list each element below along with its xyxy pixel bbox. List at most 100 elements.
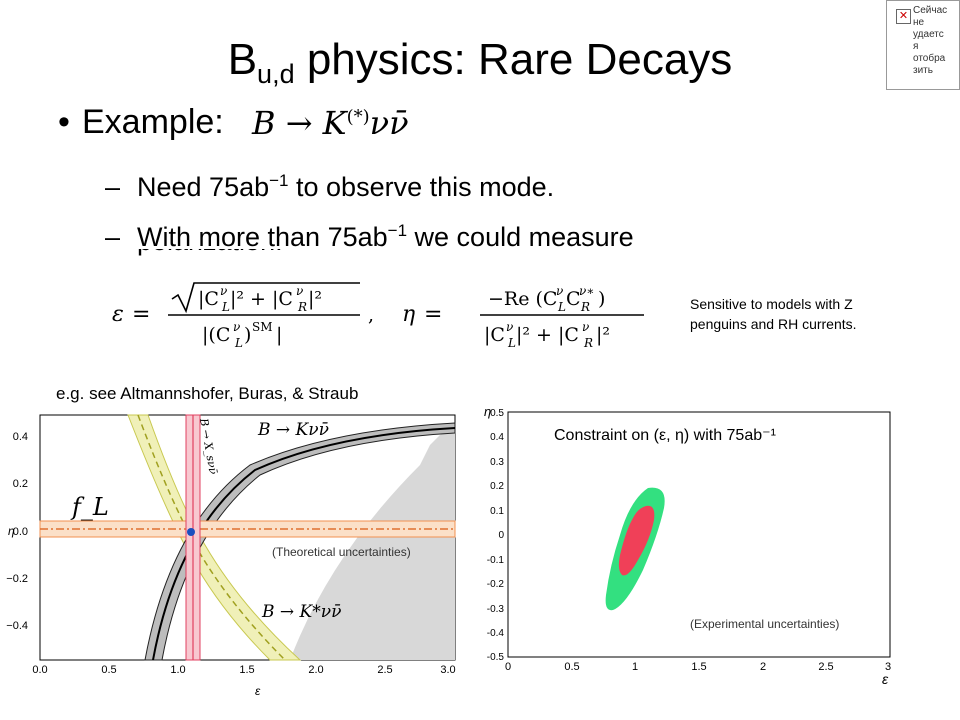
broken-image-icon: ✕ xyxy=(896,9,911,24)
broken-image-placeholder: ✕ Сейчас не удаетс я отобра зить xyxy=(886,0,960,90)
svg-text:): ) xyxy=(598,288,605,310)
left-plot-sm-point xyxy=(187,528,195,536)
right-plot: 0.5 0.4 0.3 0.2 0.1 0 -0.1 -0.2 -0.3 -0.… xyxy=(484,404,891,687)
title-subscript: u,d xyxy=(257,59,295,89)
right-plot-xtick: 1.5 xyxy=(691,661,706,673)
left-plot-label-kstar: B → K*νν̄ xyxy=(261,602,341,622)
right-plot-ytick: -0.3 xyxy=(487,604,505,615)
svg-text:|²: |² xyxy=(308,288,322,310)
left-plot-ytick: 0.0 xyxy=(13,526,28,538)
left-plot-xlabel: ε xyxy=(255,684,261,698)
title-main: B xyxy=(227,35,258,84)
left-plot-ytick: 0.4 xyxy=(13,431,28,443)
left-plot-xtick: 3.0 xyxy=(440,664,455,676)
sub-bullet-measure: – With more than 75ab−1 we could measure xyxy=(105,213,634,255)
svg-text:ν: ν xyxy=(506,320,513,334)
svg-text:R: R xyxy=(583,336,593,350)
decay-formula-prefix: B → K xyxy=(252,104,347,142)
left-plot-xtick: 2.0 xyxy=(308,664,323,676)
svg-text:ν∗: ν∗ xyxy=(579,284,594,298)
bullet-example: • Example: xyxy=(58,100,224,144)
svg-text:|² + |C: |² + |C xyxy=(516,324,579,346)
right-plot-ytick: -0.1 xyxy=(487,555,505,566)
sub-bullet-observe: – Need 75ab−1 to observe this mode. xyxy=(105,163,554,205)
left-plot-ytick: 0.2 xyxy=(13,478,28,490)
right-plot-ytick: 0 xyxy=(498,530,504,541)
svg-text:R: R xyxy=(580,300,590,314)
svg-text:−Re (C: −Re (C xyxy=(488,288,557,310)
right-plot-ytick: 0.1 xyxy=(490,506,504,517)
left-plot-label-knn: B → Kνν̄ xyxy=(257,420,329,440)
left-plot-ylabel: η xyxy=(8,524,15,538)
left-plot-xtick: 0.5 xyxy=(101,664,116,676)
left-plot: 0.4 0.2 0.0 −0.2 −0.4 η 0.0 0.5 1.0 1.5 … xyxy=(6,414,456,698)
left-plot-ytick: −0.2 xyxy=(6,573,28,585)
epsilon-formula: ε = |C L ν |² + |C R ν |² |(C L ν ) SM |… xyxy=(112,282,374,350)
sub-bullet-sup: −1 xyxy=(387,221,408,240)
left-plot-ytick: −0.4 xyxy=(6,620,28,632)
title-rest: physics: Rare Decays xyxy=(294,35,733,84)
sub-bullet-cutoff: polarization: xyxy=(137,249,297,263)
left-plot-xtick: 1.0 xyxy=(170,664,185,676)
slide-title: Bu,d physics: Rare Decays xyxy=(0,30,960,104)
svg-text:,: , xyxy=(368,304,374,326)
svg-text:|(C: |(C xyxy=(202,324,230,346)
reference-caption: e.g. see Altmannshofer, Buras, & Straub xyxy=(56,384,359,403)
svg-text:ν: ν xyxy=(233,320,240,334)
right-plot-ytick: -0.2 xyxy=(487,579,505,590)
svg-text:=: = xyxy=(132,302,150,327)
left-plot-note: (Theoretical uncertainties) xyxy=(272,545,411,559)
right-plot-xtick: 3 xyxy=(885,661,891,673)
svg-text:η: η xyxy=(402,302,415,327)
right-plot-ytick: 0.5 xyxy=(490,408,504,419)
svg-text:|: | xyxy=(276,324,282,346)
bullet-marker: • xyxy=(58,103,70,141)
svg-text:C: C xyxy=(566,288,581,310)
sub-bullet-marker: – xyxy=(105,222,121,252)
svg-text:|C: |C xyxy=(198,288,219,310)
right-plot-ytick: -0.4 xyxy=(487,628,505,639)
right-plot-ytick: 0.4 xyxy=(490,432,504,443)
right-plot-note: (Experimental uncertainties) xyxy=(690,617,840,631)
svg-text:ν: ν xyxy=(556,284,563,298)
eta-formula: η = −Re (C L ν C R ν∗ ) |C L ν |² + |C R… xyxy=(402,284,644,350)
svg-text:L: L xyxy=(557,300,566,314)
svg-text:R: R xyxy=(297,300,307,314)
right-plot-xlabel: ε xyxy=(882,671,889,687)
svg-text:): ) xyxy=(244,324,251,346)
svg-text:ε: ε xyxy=(112,302,124,327)
right-plot-frame xyxy=(507,411,891,658)
sub-bullet-sup: −1 xyxy=(269,171,289,190)
svg-text:=: = xyxy=(424,302,442,327)
sub-bullet-text: Need 75ab xyxy=(137,172,270,202)
sub-bullet-text: we could measure xyxy=(407,222,634,252)
left-plot-xtick: 1.5 xyxy=(239,664,254,676)
svg-text:L: L xyxy=(507,336,516,350)
right-plot-xtick: 2.5 xyxy=(818,661,833,673)
left-plot-xtick: 2.5 xyxy=(377,664,392,676)
cutoff-text: polarization: xyxy=(137,249,297,259)
right-plot-xtick: 1 xyxy=(632,661,638,673)
left-plot-black-center xyxy=(152,427,456,661)
left-plot-xtick: 0.0 xyxy=(32,664,47,676)
left-plot-gray-region xyxy=(290,430,455,660)
svg-text:|² + |C: |² + |C xyxy=(230,288,293,310)
sensitivity-note: Sensitive to models with Z penguins and … xyxy=(690,296,857,332)
svg-text:ν: ν xyxy=(220,284,227,298)
right-plot-xtick: 2 xyxy=(760,661,766,673)
svg-text:L: L xyxy=(234,336,243,350)
svg-text:|C: |C xyxy=(484,324,505,346)
decay-formula-sup: (*) xyxy=(346,106,370,128)
left-plot-yellow-center xyxy=(137,414,286,661)
right-plot-ytick: -0.5 xyxy=(487,652,505,663)
svg-text:ν: ν xyxy=(582,320,589,334)
right-plot-ylabel: η xyxy=(484,404,491,419)
right-plot-ytick: 0.2 xyxy=(490,481,504,492)
sub-bullet-marker: – xyxy=(105,172,121,202)
svg-text:SM: SM xyxy=(252,320,273,334)
broken-image-text: Сейчас не удаетс я отобра зить xyxy=(913,5,948,76)
right-plot-ytick: 0.3 xyxy=(490,457,504,468)
right-plot-xtick: 0 xyxy=(505,661,511,673)
sub-bullet-text: to observe this mode. xyxy=(288,172,555,202)
right-plot-red-region xyxy=(618,505,655,576)
